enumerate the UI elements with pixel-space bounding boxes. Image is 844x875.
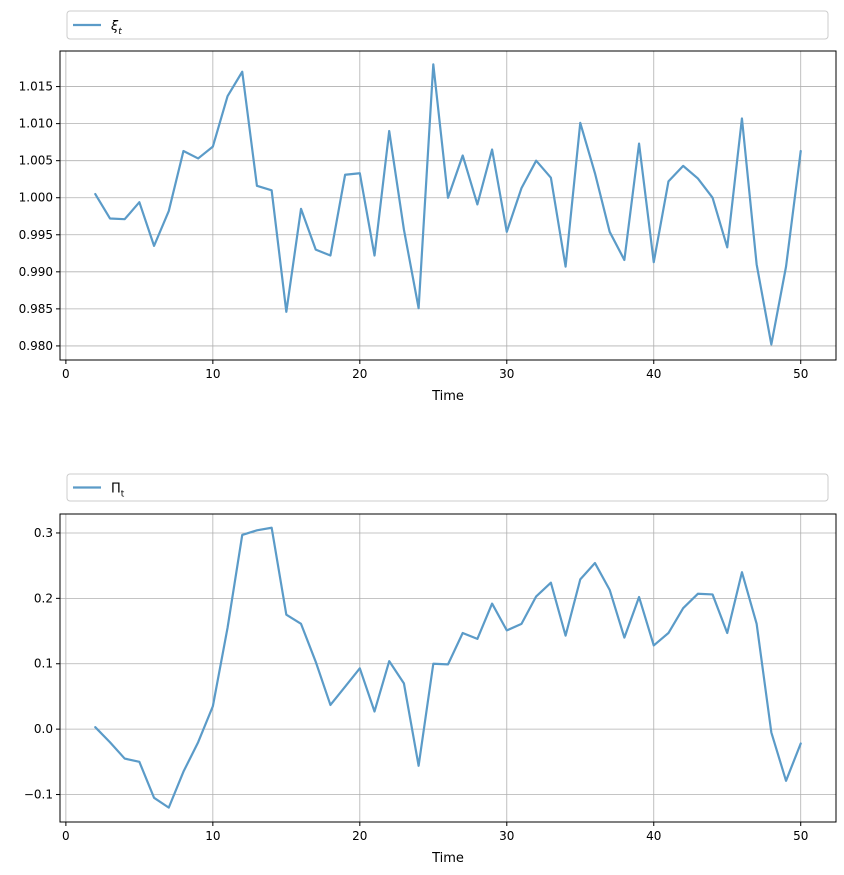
- x-axis-label: Time: [431, 389, 464, 404]
- grid: [60, 51, 836, 360]
- x-axis: 0 10 20 30 40 50: [62, 822, 808, 843]
- legend: ξt: [66, 10, 829, 40]
- y-tick-label-0: −0.1: [24, 788, 53, 802]
- legend-symbol: ξ: [110, 19, 119, 34]
- y-tick-label-5: 1.005: [19, 154, 53, 168]
- x-tick-label-2: 20: [352, 829, 367, 843]
- x-tick-label-0: 0: [62, 829, 70, 843]
- x-tick-label-4: 40: [646, 829, 661, 843]
- legend-subscript: t: [118, 27, 122, 37]
- y-tick-label-0: 0.980: [19, 339, 53, 353]
- x-tick-label-1: 10: [205, 829, 220, 843]
- legend-symbol: Π: [111, 482, 121, 497]
- chart-pi: 0 10 20 30 40 50 −0.1 0.0 0.1 0.2 0.3 Time Πt: [24, 473, 837, 866]
- x-axis: 0 10 20 30 40 50: [62, 360, 808, 381]
- series-line-0: [94, 526, 802, 809]
- y-tick-label-1: 0.0: [34, 722, 53, 736]
- y-tick-label-1: 0.985: [19, 302, 53, 316]
- legend-label: Πt: [111, 482, 125, 500]
- y-tick-label-4: 1.000: [19, 191, 53, 205]
- x-axis-label: Time: [431, 851, 464, 866]
- chart-xi: 0 10 20 30 40 50 0.980 0.985 0.990 0.995 1.000 1.00…: [19, 10, 837, 404]
- series-line-0: [94, 63, 802, 346]
- x-tick-label-1: 10: [205, 367, 220, 381]
- x-tick-label-5: 50: [793, 829, 808, 843]
- y-tick-label-3: 0.2: [34, 591, 53, 605]
- x-tick-label-5: 50: [793, 367, 808, 381]
- legend-box: [66, 473, 829, 502]
- x-tick-label-0: 0: [62, 367, 70, 381]
- axes-frame: [59, 50, 837, 361]
- legend-box: [66, 10, 829, 40]
- y-axis: 0.980 0.985 0.990 0.995 1.000 1.005 1.010 1.015: [19, 80, 60, 353]
- legend: Πt: [66, 473, 829, 502]
- legend-label: ξt: [110, 19, 122, 37]
- x-tick-label-3: 30: [499, 367, 514, 381]
- grid: [60, 514, 836, 822]
- axes-frame: [59, 513, 837, 823]
- x-tick-label-3: 30: [499, 829, 514, 843]
- legend-subscript: t: [121, 490, 125, 500]
- y-tick-label-7: 1.015: [19, 80, 53, 94]
- y-tick-label-2: 0.990: [19, 265, 53, 279]
- y-axis: −0.1 0.0 0.1 0.2 0.3: [24, 526, 60, 802]
- y-tick-label-4: 0.3: [34, 526, 53, 540]
- y-tick-label-6: 1.010: [19, 117, 53, 131]
- x-tick-label-4: 40: [646, 367, 661, 381]
- y-tick-label-2: 0.1: [34, 657, 53, 671]
- y-tick-label-3: 0.995: [19, 228, 53, 242]
- x-tick-label-2: 20: [352, 367, 367, 381]
